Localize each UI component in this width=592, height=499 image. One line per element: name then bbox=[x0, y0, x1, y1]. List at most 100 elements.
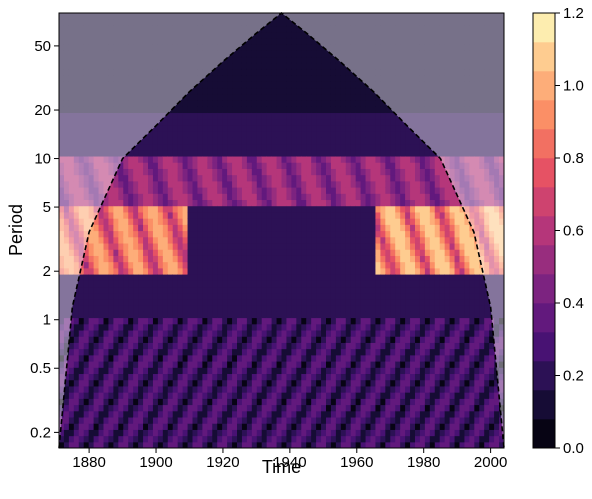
heatmap-cell bbox=[237, 149, 243, 157]
heatmap-cell bbox=[73, 255, 80, 263]
heatmap-cell bbox=[375, 131, 381, 138]
heatmap-cell bbox=[123, 435, 129, 443]
heatmap-cell bbox=[59, 112, 65, 120]
heatmap-cell bbox=[360, 280, 367, 288]
heatmap-cell bbox=[133, 112, 139, 120]
heatmap-cell bbox=[246, 137, 253, 145]
heatmap-cell bbox=[291, 112, 297, 120]
heatmap-cell bbox=[157, 392, 164, 399]
heatmap-cell bbox=[103, 298, 110, 306]
heatmap-cell bbox=[98, 199, 105, 207]
heatmap-cell bbox=[177, 423, 184, 430]
heatmap-cell bbox=[113, 429, 119, 437]
heatmap-cell bbox=[340, 174, 347, 182]
heatmap-cell bbox=[227, 118, 233, 126]
heatmap-cell bbox=[143, 162, 149, 169]
heatmap-cell bbox=[88, 174, 95, 182]
heatmap-cell bbox=[355, 354, 362, 362]
heatmap-cell bbox=[390, 25, 396, 33]
heatmap-cell bbox=[143, 118, 149, 126]
heatmap-cell bbox=[256, 100, 263, 107]
heatmap-cell bbox=[63, 410, 70, 418]
heatmap-cell bbox=[222, 392, 228, 399]
heatmap-cell bbox=[385, 429, 391, 437]
heatmap-cell bbox=[78, 44, 85, 51]
heatmap-cell bbox=[375, 62, 381, 70]
heatmap-cell bbox=[98, 87, 105, 95]
heatmap-cell bbox=[251, 106, 258, 114]
heatmap-cell bbox=[380, 106, 386, 114]
heatmap-cell bbox=[251, 81, 258, 89]
heatmap-cell bbox=[148, 62, 154, 70]
heatmap-cell bbox=[78, 298, 85, 306]
heatmap-cell bbox=[360, 93, 367, 101]
heatmap-cell bbox=[192, 19, 199, 27]
heatmap-cell bbox=[395, 261, 401, 269]
heatmap-cell bbox=[172, 168, 179, 176]
heatmap-cell bbox=[222, 174, 228, 182]
heatmap-cell bbox=[385, 224, 391, 232]
heatmap-cell bbox=[326, 205, 332, 213]
heatmap-cell bbox=[113, 280, 119, 288]
heatmap-cell bbox=[246, 218, 253, 225]
heatmap-cell bbox=[335, 124, 342, 132]
heatmap-cell bbox=[157, 137, 164, 145]
heatmap-cell bbox=[316, 336, 322, 343]
heatmap-cell bbox=[370, 373, 377, 381]
heatmap-cell bbox=[68, 242, 75, 250]
heatmap-cell bbox=[350, 373, 357, 381]
heatmap-cell bbox=[152, 68, 159, 76]
heatmap-cell bbox=[380, 311, 386, 319]
heatmap-cell bbox=[296, 44, 302, 51]
heatmap-cell bbox=[227, 218, 233, 225]
heatmap-cell bbox=[217, 280, 223, 288]
heatmap-cell bbox=[202, 93, 208, 101]
heatmap-cell bbox=[212, 149, 218, 157]
heatmap-cell bbox=[286, 205, 292, 213]
heatmap-cell bbox=[281, 44, 288, 51]
heatmap-cell bbox=[266, 205, 273, 213]
heatmap-cell bbox=[83, 118, 90, 126]
heatmap-cell bbox=[350, 155, 357, 163]
heatmap-cell bbox=[256, 174, 263, 182]
heatmap-cell bbox=[296, 25, 302, 33]
heatmap-cell bbox=[143, 31, 149, 39]
heatmap-cell bbox=[365, 131, 372, 138]
heatmap-cell bbox=[400, 31, 406, 39]
heatmap-cell bbox=[212, 410, 218, 418]
heatmap-cell bbox=[241, 379, 248, 387]
heatmap-cell bbox=[103, 274, 110, 281]
heatmap-cell bbox=[177, 298, 184, 306]
heatmap-cell bbox=[162, 44, 169, 51]
heatmap-cell bbox=[237, 423, 243, 430]
heatmap-cell bbox=[345, 392, 352, 399]
heatmap-cell bbox=[306, 56, 312, 64]
heatmap-cell bbox=[350, 87, 357, 95]
heatmap-cell bbox=[365, 168, 372, 176]
heatmap-cell bbox=[410, 379, 416, 387]
heatmap-cell bbox=[410, 298, 416, 306]
heatmap-cell bbox=[306, 137, 312, 145]
heatmap-cell bbox=[395, 224, 401, 232]
heatmap-cell bbox=[390, 187, 396, 194]
heatmap-cell bbox=[266, 56, 273, 64]
heatmap-cell bbox=[311, 416, 317, 424]
heatmap-cell bbox=[113, 93, 119, 101]
heatmap-cell bbox=[311, 392, 317, 399]
heatmap-cell bbox=[400, 410, 406, 418]
heatmap-cell bbox=[162, 81, 169, 89]
heatmap-cell bbox=[162, 342, 169, 350]
heatmap-cell bbox=[241, 87, 248, 95]
heatmap-cell bbox=[237, 162, 243, 169]
heatmap-cell bbox=[375, 149, 381, 157]
heatmap-cell bbox=[355, 348, 362, 356]
heatmap-cell bbox=[281, 255, 288, 263]
heatmap-cell bbox=[128, 19, 134, 27]
heatmap-cell bbox=[326, 249, 332, 256]
heatmap-cell bbox=[227, 187, 233, 194]
heatmap-cell bbox=[93, 218, 100, 225]
heatmap-cell bbox=[207, 31, 213, 39]
heatmap-cell bbox=[395, 274, 401, 281]
heatmap-cell bbox=[78, 429, 85, 437]
heatmap-cell bbox=[68, 348, 75, 356]
